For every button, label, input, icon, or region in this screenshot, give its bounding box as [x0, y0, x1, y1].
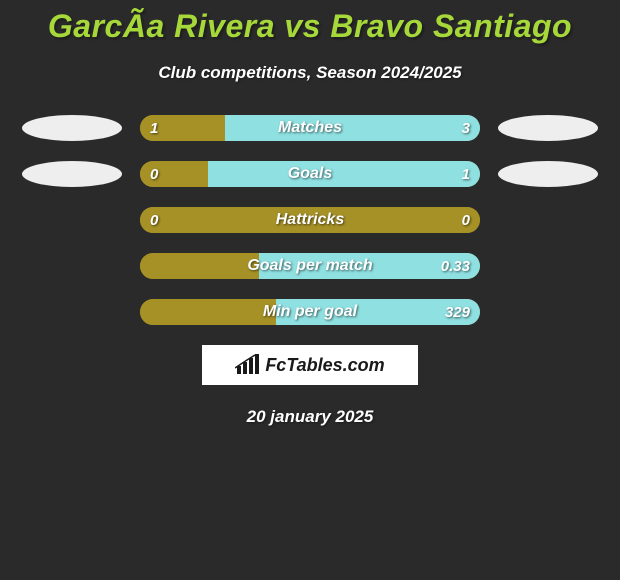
bar-fill-left: [140, 253, 259, 279]
bar-fill-right: [225, 115, 480, 141]
stat-bar: 0.33Goals per match: [140, 253, 480, 279]
bar-fill-right: [208, 161, 480, 187]
date-label: 20 january 2025: [0, 407, 620, 427]
player-badge-left: [22, 161, 122, 187]
stat-bar: 13Matches: [140, 115, 480, 141]
stat-row: 329Min per goal: [0, 299, 620, 325]
bar-fill-left: [140, 161, 208, 187]
stat-row: 00Hattricks: [0, 207, 620, 233]
stat-bar: 00Hattricks: [140, 207, 480, 233]
stat-row: 01Goals: [0, 161, 620, 187]
comparison-card: GarcÃ­a Rivera vs Bravo Santiago Club co…: [0, 0, 620, 580]
stat-bar: 329Min per goal: [140, 299, 480, 325]
page-title: GarcÃ­a Rivera vs Bravo Santiago: [0, 8, 620, 45]
bar-fill-left: [140, 299, 276, 325]
bar-fill-right: [259, 253, 480, 279]
subtitle: Club competitions, Season 2024/2025: [0, 63, 620, 83]
bar-chart-icon: [235, 354, 261, 376]
bar-fill-left: [140, 207, 480, 233]
player-badge-left: [22, 115, 122, 141]
logo-text: FcTables.com: [265, 355, 384, 376]
bar-fill-left: [140, 115, 225, 141]
stats-area: 13Matches 01Goals 00Hattricks 0.33Goals per…: [0, 115, 620, 325]
bar-fill-right: [276, 299, 480, 325]
stat-row: 0.33Goals per match: [0, 253, 620, 279]
player-badge-right: [498, 115, 598, 141]
stat-bar: 01Goals: [140, 161, 480, 187]
stat-row: 13Matches: [0, 115, 620, 141]
source-logo: FcTables.com: [202, 345, 418, 385]
player-badge-right: [498, 161, 598, 187]
